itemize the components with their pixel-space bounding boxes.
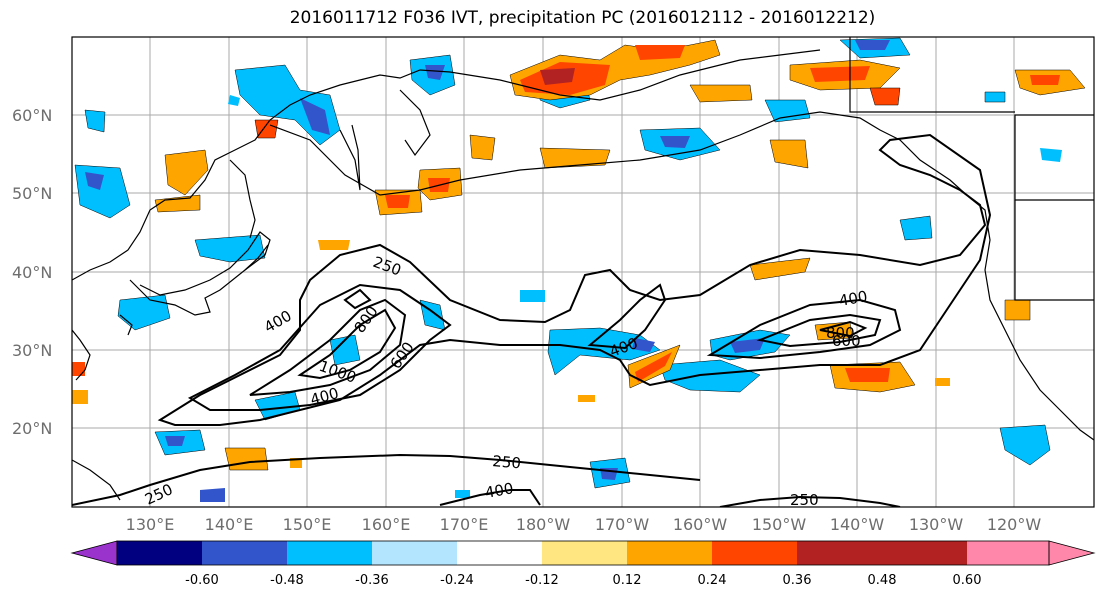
colorbar-swatch bbox=[627, 541, 712, 565]
contour-label: 600 bbox=[832, 332, 861, 350]
colorbar-swatch bbox=[797, 541, 882, 565]
colorbar-tick-label: 0.12 bbox=[613, 573, 642, 588]
lon-label: 120°W bbox=[987, 515, 1042, 534]
gridlines bbox=[72, 37, 1094, 507]
latitude-labels: 60°N 50°N 40°N 30°N 20°N bbox=[12, 106, 52, 438]
lon-label: 170°E bbox=[440, 515, 489, 534]
colorbar-tick-label: 0.60 bbox=[953, 573, 982, 588]
colorbar-swatch bbox=[117, 541, 202, 565]
colorbar-tick-label: -0.36 bbox=[355, 573, 389, 588]
lon-label: 170°W bbox=[595, 515, 650, 534]
lon-label: 150°E bbox=[283, 515, 332, 534]
colorbar-swatch bbox=[202, 541, 287, 565]
colorbar-right-extension bbox=[1048, 540, 1096, 566]
lon-label: 130°E bbox=[126, 515, 175, 534]
colorbar-swatch bbox=[967, 541, 1049, 565]
contour-label: 400 bbox=[838, 287, 869, 310]
lon-label: 160°E bbox=[362, 515, 411, 534]
colorbar-tick-label: 0.36 bbox=[783, 573, 812, 588]
ivt-contour-labels: 250 400 600 800 1000 400 400 400 800 600… bbox=[142, 253, 869, 509]
colorbar-swatch bbox=[457, 541, 542, 565]
colorbar-tick-label: -0.12 bbox=[525, 573, 559, 588]
contour-label: 250 bbox=[492, 452, 522, 472]
colorbar-swatch bbox=[542, 541, 627, 565]
lon-label: 130°W bbox=[909, 515, 964, 534]
lon-label: 180°W bbox=[516, 515, 571, 534]
contour-label: 250 bbox=[790, 491, 819, 509]
colorbar-tick-label: 0.48 bbox=[868, 573, 897, 588]
positive-precip-patches bbox=[72, 39, 1086, 471]
colorbar-swatch bbox=[712, 541, 797, 565]
lat-label: 30°N bbox=[12, 341, 52, 360]
colorbar-left-extension bbox=[70, 540, 118, 566]
longitude-labels: 130°E 140°E 150°E 160°E 170°E 180°W 170°… bbox=[126, 515, 1042, 534]
colorbar-tick-label: -0.24 bbox=[440, 573, 474, 588]
colorbar-tick-label: 0.24 bbox=[698, 573, 727, 588]
lon-label: 140°W bbox=[830, 515, 885, 534]
colorbar-swatch bbox=[287, 541, 372, 565]
map-title: 2016011712 F036 IVT, precipitation PC (2… bbox=[289, 8, 876, 28]
lon-label: 150°W bbox=[752, 515, 807, 534]
ivt-contours bbox=[72, 133, 992, 507]
colorbar-swatch bbox=[372, 541, 457, 565]
colorbar-tick-label: -0.48 bbox=[270, 573, 304, 588]
coastlines bbox=[72, 37, 1094, 501]
contour-label: 800 bbox=[826, 324, 855, 342]
lat-label: 40°N bbox=[12, 263, 52, 282]
contour-label: 400 bbox=[484, 479, 515, 502]
colorbar: -0.60 -0.48 -0.36 -0.24 -0.12 0.12 0.24 … bbox=[70, 540, 1096, 588]
lat-label: 60°N bbox=[12, 106, 52, 125]
colorbar-tick-label: -0.60 bbox=[185, 573, 219, 588]
lon-label: 160°W bbox=[673, 515, 728, 534]
lat-label: 50°N bbox=[12, 184, 52, 203]
lon-label: 140°E bbox=[205, 515, 254, 534]
map-frame bbox=[71, 36, 1095, 508]
colorbar-swatch bbox=[882, 541, 967, 565]
lat-label: 20°N bbox=[12, 419, 52, 438]
colorbar-outline bbox=[116, 540, 1050, 566]
